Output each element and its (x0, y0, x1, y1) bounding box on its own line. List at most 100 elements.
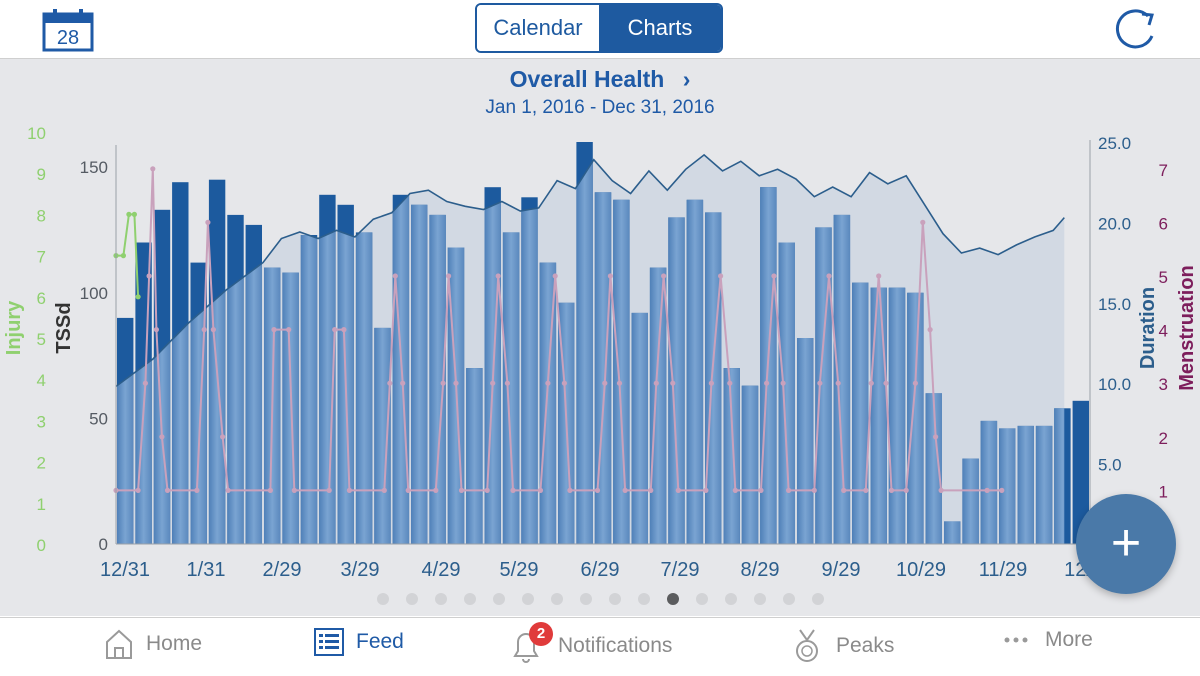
menstruation-point (210, 327, 216, 333)
tssd-bar-shaded (870, 287, 887, 544)
injury-point (135, 294, 141, 300)
page-dot[interactable] (435, 593, 447, 605)
menstruation-tick: 3 (1159, 375, 1168, 394)
tssd-bar-shaded (1054, 408, 1065, 544)
menstruation-point (194, 487, 200, 493)
add-button[interactable]: + (1076, 494, 1176, 594)
tssd-bar-shaded (227, 214, 244, 544)
tssd-bar-shaded (190, 262, 207, 544)
injury-tick: 9 (37, 165, 46, 184)
menstruation-point (341, 327, 347, 333)
x-tick: 8/29 (741, 559, 780, 581)
chevron-right-icon: › (682, 66, 691, 92)
duration-tick: 5.0 (1098, 456, 1122, 475)
bottom-tab-bar (0, 617, 1200, 676)
tssd-bar-shaded (355, 232, 373, 544)
menstruation-point (537, 487, 544, 493)
menstruation-point (661, 273, 667, 279)
menstruation-point (201, 327, 207, 333)
tssd-bar-shaded (980, 420, 998, 544)
tssd-bar-shaded (300, 235, 318, 544)
page-dot[interactable] (609, 593, 621, 605)
page-dot[interactable] (754, 593, 766, 605)
menstruation-point (903, 487, 909, 493)
tssd-bar-shaded (502, 232, 520, 544)
menstruation-point (607, 273, 614, 279)
page-dot[interactable] (522, 593, 534, 605)
menstruation-point (984, 487, 990, 493)
page-dot[interactable] (812, 593, 824, 605)
menstruation-point (567, 487, 573, 493)
x-tick: 12/31 (100, 559, 150, 581)
refresh-icon[interactable] (1108, 6, 1160, 52)
menstruation-point (146, 273, 152, 279)
page-indicator[interactable] (377, 593, 841, 605)
injury-tick: 0 (37, 536, 46, 555)
menstruation-point (453, 380, 459, 386)
page-dot[interactable] (464, 593, 476, 605)
tssd-bar-shaded (319, 194, 336, 544)
menstruation-point (648, 487, 654, 493)
page-dot[interactable] (783, 593, 795, 605)
x-tick: 7/29 (661, 559, 700, 581)
tab-more[interactable]: More (1004, 628, 1093, 652)
page-dot[interactable] (725, 593, 737, 605)
menstruation-point (863, 487, 869, 493)
calendar-icon[interactable] (42, 8, 94, 52)
injury-axis-label: Injury (3, 300, 25, 355)
tssd-bar-shaded (245, 224, 262, 544)
menstruation-point (670, 380, 676, 386)
duration-tick: 10.0 (1098, 375, 1131, 394)
page-dot[interactable] (696, 593, 708, 605)
menstruation-point (225, 487, 231, 493)
page-dot[interactable] (377, 593, 389, 605)
tssd-bar-shaded (521, 197, 538, 544)
page-dot[interactable] (667, 593, 679, 605)
menstruation-tick: 2 (1159, 429, 1168, 448)
menstruation-point (594, 487, 601, 493)
injury-tick: 5 (37, 330, 46, 349)
menstruation-point (490, 380, 496, 386)
page-dot[interactable] (406, 593, 418, 605)
menstruation-point (271, 327, 277, 333)
view-switch: Calendar Charts (475, 3, 723, 53)
charts-tab[interactable]: Charts (599, 5, 721, 51)
tab-feed[interactable]: Feed (314, 628, 404, 656)
page-dot[interactable] (493, 593, 505, 605)
tssd-tick: 50 (89, 409, 108, 428)
menstruation-point (495, 273, 501, 279)
duration-tick: 15.0 (1098, 295, 1131, 314)
menstruation-point (868, 380, 874, 386)
menstruation-point (484, 487, 490, 493)
overall-health-chart: 0123456789100501001505.010.015.020.025.0… (3, 124, 1198, 581)
tssd-bar-shaded (668, 217, 685, 544)
menstruation-point (622, 487, 628, 493)
menstruation-point (332, 327, 338, 333)
duration-tick: 25.0 (1098, 134, 1131, 153)
menstruation-point (888, 487, 895, 493)
x-tick: 6/29 (581, 559, 620, 581)
menstruation-axis-label: Menstruation (1176, 265, 1198, 391)
menstruation-point (927, 327, 933, 333)
menstruation-point (718, 273, 724, 279)
tab-peaks[interactable]: Peaks (794, 628, 894, 664)
page-dot[interactable] (580, 593, 592, 605)
tssd-bar-shaded (962, 458, 979, 544)
tssd-bar-shaded (944, 521, 961, 544)
page-dot[interactable] (638, 593, 650, 605)
chart-title-text: Overall Health (509, 66, 665, 92)
menstruation-point (841, 487, 847, 493)
tssd-bar-shaded (705, 212, 722, 544)
tab-home[interactable]: Home (104, 628, 202, 660)
x-tick: 5/29 (500, 559, 539, 581)
tssd-bar-shaded (1017, 425, 1034, 544)
calendar-tab[interactable]: Calendar (477, 5, 599, 51)
chart-title[interactable]: Overall Health › (0, 66, 1200, 93)
menstruation-tick: 6 (1159, 214, 1168, 233)
tssd-bar-shaded (723, 368, 740, 544)
tssd-bar-shaded (1035, 425, 1053, 544)
menstruation-point (732, 487, 738, 493)
menstruation-point (912, 380, 919, 386)
menstruation-point (153, 327, 159, 333)
page-dot[interactable] (551, 593, 563, 605)
